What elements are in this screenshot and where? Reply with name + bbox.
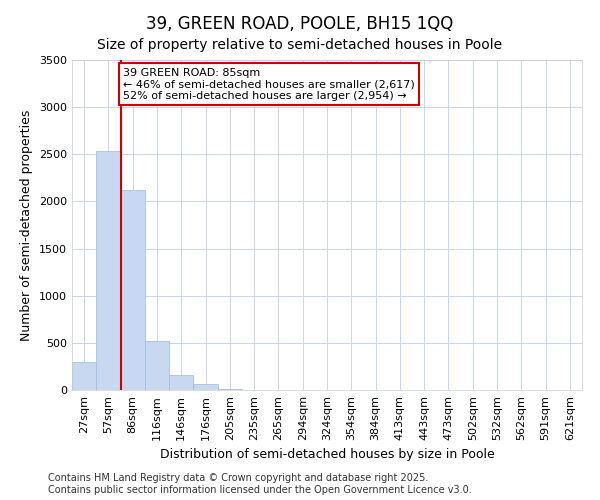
Bar <box>72 362 96 390</box>
Bar <box>218 389 242 390</box>
Bar <box>169 375 193 390</box>
Bar <box>96 150 121 390</box>
Bar <box>145 341 169 390</box>
Y-axis label: Number of semi-detached properties: Number of semi-detached properties <box>20 110 34 340</box>
Text: 39, GREEN ROAD, POOLE, BH15 1QQ: 39, GREEN ROAD, POOLE, BH15 1QQ <box>146 15 454 33</box>
Bar <box>121 190 145 390</box>
Text: 39 GREEN ROAD: 85sqm
← 46% of semi-detached houses are smaller (2,617)
52% of se: 39 GREEN ROAD: 85sqm ← 46% of semi-detac… <box>123 68 415 100</box>
Text: Contains HM Land Registry data © Crown copyright and database right 2025.
Contai: Contains HM Land Registry data © Crown c… <box>48 474 472 495</box>
Text: Size of property relative to semi-detached houses in Poole: Size of property relative to semi-detach… <box>97 38 503 52</box>
Bar <box>193 384 218 390</box>
X-axis label: Distribution of semi-detached houses by size in Poole: Distribution of semi-detached houses by … <box>160 448 494 462</box>
